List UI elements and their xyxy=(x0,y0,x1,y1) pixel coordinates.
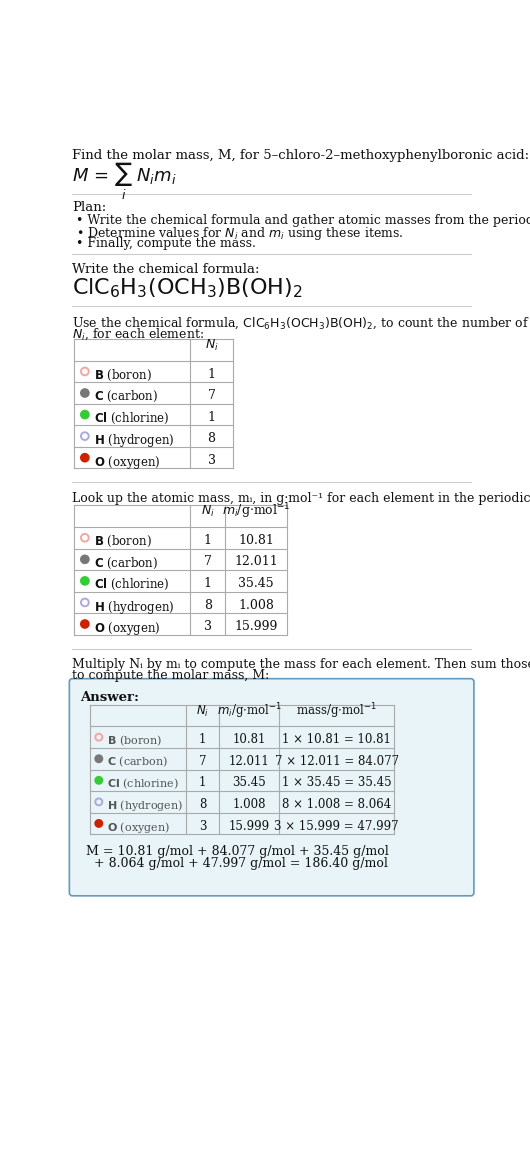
Text: 1.008: 1.008 xyxy=(232,799,266,811)
Text: 12.011: 12.011 xyxy=(229,755,270,768)
Text: 7: 7 xyxy=(208,389,216,402)
Text: $\bf{H}$ (hydrogen): $\bf{H}$ (hydrogen) xyxy=(94,598,174,616)
Circle shape xyxy=(95,819,102,826)
Text: 1.008: 1.008 xyxy=(238,598,274,611)
Text: 15.999: 15.999 xyxy=(228,819,270,832)
Text: Write the chemical formula:: Write the chemical formula: xyxy=(73,263,260,276)
Text: $\bf{O}$ (oxygen): $\bf{O}$ (oxygen) xyxy=(94,454,161,471)
Text: Use the chemical formula, $\mathrm{ClC_6H_3(OCH_3)B(OH)_2}$, to count the number: Use the chemical formula, $\mathrm{ClC_6… xyxy=(73,315,530,331)
Text: 1: 1 xyxy=(199,776,206,789)
Text: 7 × 12.011 = 84.077: 7 × 12.011 = 84.077 xyxy=(275,755,399,768)
Text: + 8.064 g/mol + 47.997 g/mol = 186.40 g/mol: + 8.064 g/mol + 47.997 g/mol = 186.40 g/… xyxy=(86,858,388,871)
Text: 8: 8 xyxy=(208,432,216,446)
Text: 3 × 15.999 = 47.997: 3 × 15.999 = 47.997 xyxy=(275,819,399,832)
Text: 1: 1 xyxy=(204,534,211,547)
Text: 7: 7 xyxy=(204,555,211,568)
Text: M = 10.81 g/mol + 84.077 g/mol + 35.45 g/mol: M = 10.81 g/mol + 84.077 g/mol + 35.45 g… xyxy=(86,845,389,858)
Text: $\bf{B}$ (boron): $\bf{B}$ (boron) xyxy=(94,368,152,383)
Text: 1: 1 xyxy=(199,733,206,746)
Text: $N_i$, for each element:: $N_i$, for each element: xyxy=(73,327,205,342)
Text: 1: 1 xyxy=(204,577,211,590)
Text: 8: 8 xyxy=(199,799,206,811)
Text: 8 × 1.008 = 8.064: 8 × 1.008 = 8.064 xyxy=(282,799,391,811)
Text: 8: 8 xyxy=(204,598,211,611)
Text: Multiply Nᵢ by mᵢ to compute the mass for each element. Then sum those values: Multiply Nᵢ by mᵢ to compute the mass fo… xyxy=(73,658,530,670)
Circle shape xyxy=(81,411,89,418)
Circle shape xyxy=(95,755,102,762)
Text: $\bf{C}$ (carbon): $\bf{C}$ (carbon) xyxy=(107,755,167,769)
Circle shape xyxy=(95,776,102,783)
Text: $\it{M}$ = $\sum_i$ $\it{N}_i\it{m}_i$: $\it{M}$ = $\sum_i$ $\it{N}_i\it{m}_i$ xyxy=(73,162,177,203)
Text: $m_i$/g$\cdot$mol$^{-1}$: $m_i$/g$\cdot$mol$^{-1}$ xyxy=(222,502,290,521)
Text: 3: 3 xyxy=(204,620,211,633)
Text: $N_i$: $N_i$ xyxy=(205,338,218,353)
Text: 1 × 10.81 = 10.81: 1 × 10.81 = 10.81 xyxy=(282,733,391,746)
Text: to compute the molar mass, M:: to compute the molar mass, M: xyxy=(73,669,270,682)
Circle shape xyxy=(81,389,89,397)
Text: 3: 3 xyxy=(199,819,206,832)
Text: 15.999: 15.999 xyxy=(234,620,278,633)
Text: $\bf{H}$ (hydrogen): $\bf{H}$ (hydrogen) xyxy=(94,432,174,449)
Text: • Determine values for $N_i$ and $m_i$ using these items.: • Determine values for $N_i$ and $m_i$ u… xyxy=(76,225,403,242)
Text: Plan:: Plan: xyxy=(73,201,107,214)
Text: 1: 1 xyxy=(208,368,216,381)
Text: $\bf{B}$ (boron): $\bf{B}$ (boron) xyxy=(107,733,162,747)
Text: $m_i$/g$\cdot$mol$^{-1}$: $m_i$/g$\cdot$mol$^{-1}$ xyxy=(217,701,281,721)
Text: • Write the chemical formula and gather atomic masses from the periodic table.: • Write the chemical formula and gather … xyxy=(76,214,530,227)
Text: $\bf{B}$ (boron): $\bf{B}$ (boron) xyxy=(94,534,152,549)
FancyBboxPatch shape xyxy=(69,679,474,896)
Circle shape xyxy=(81,577,89,584)
Text: Look up the atomic mass, mᵢ, in g·mol⁻¹ for each element in the periodic table:: Look up the atomic mass, mᵢ, in g·mol⁻¹ … xyxy=(73,491,530,504)
Text: 35.45: 35.45 xyxy=(238,577,274,590)
Text: $N_i$: $N_i$ xyxy=(201,504,215,519)
Text: 10.81: 10.81 xyxy=(233,733,266,746)
Text: Answer:: Answer: xyxy=(80,691,139,704)
Text: $N_i$: $N_i$ xyxy=(196,703,209,718)
Text: 7: 7 xyxy=(199,755,206,768)
Text: $\bf{O}$ (oxygen): $\bf{O}$ (oxygen) xyxy=(107,819,170,835)
Text: 1: 1 xyxy=(208,411,216,424)
Text: $\bf{H}$ (hydrogen): $\bf{H}$ (hydrogen) xyxy=(107,799,183,812)
Text: 12.011: 12.011 xyxy=(234,555,278,568)
Text: $\bf{C}$ (carbon): $\bf{C}$ (carbon) xyxy=(94,555,158,570)
Text: 1 × 35.45 = 35.45: 1 × 35.45 = 35.45 xyxy=(282,776,392,789)
Text: $\bf{Cl}$ (chlorine): $\bf{Cl}$ (chlorine) xyxy=(107,776,178,792)
Text: $\bf{Cl}$ (chlorine): $\bf{Cl}$ (chlorine) xyxy=(94,577,170,592)
Text: • Finally, compute the mass.: • Finally, compute the mass. xyxy=(76,236,255,250)
Text: Find the molar mass, M, for 5–chloro-2–methoxyphenylboronic acid:: Find the molar mass, M, for 5–chloro-2–m… xyxy=(73,149,529,162)
Text: 35.45: 35.45 xyxy=(232,776,266,789)
Text: mass/g$\cdot$mol$^{-1}$: mass/g$\cdot$mol$^{-1}$ xyxy=(296,701,377,721)
Circle shape xyxy=(81,555,89,563)
Circle shape xyxy=(81,620,89,627)
Text: $\bf{C}$ (carbon): $\bf{C}$ (carbon) xyxy=(94,389,158,404)
Text: $\bf{Cl}$ (chlorine): $\bf{Cl}$ (chlorine) xyxy=(94,411,170,426)
Text: 10.81: 10.81 xyxy=(238,534,274,547)
Text: $\bf{O}$ (oxygen): $\bf{O}$ (oxygen) xyxy=(94,620,161,637)
Circle shape xyxy=(81,454,89,462)
Text: 3: 3 xyxy=(208,454,216,467)
Text: $\mathrm{ClC_6H_3(OCH_3)B(OH)_2}$: $\mathrm{ClC_6H_3(OCH_3)B(OH)_2}$ xyxy=(73,277,303,300)
